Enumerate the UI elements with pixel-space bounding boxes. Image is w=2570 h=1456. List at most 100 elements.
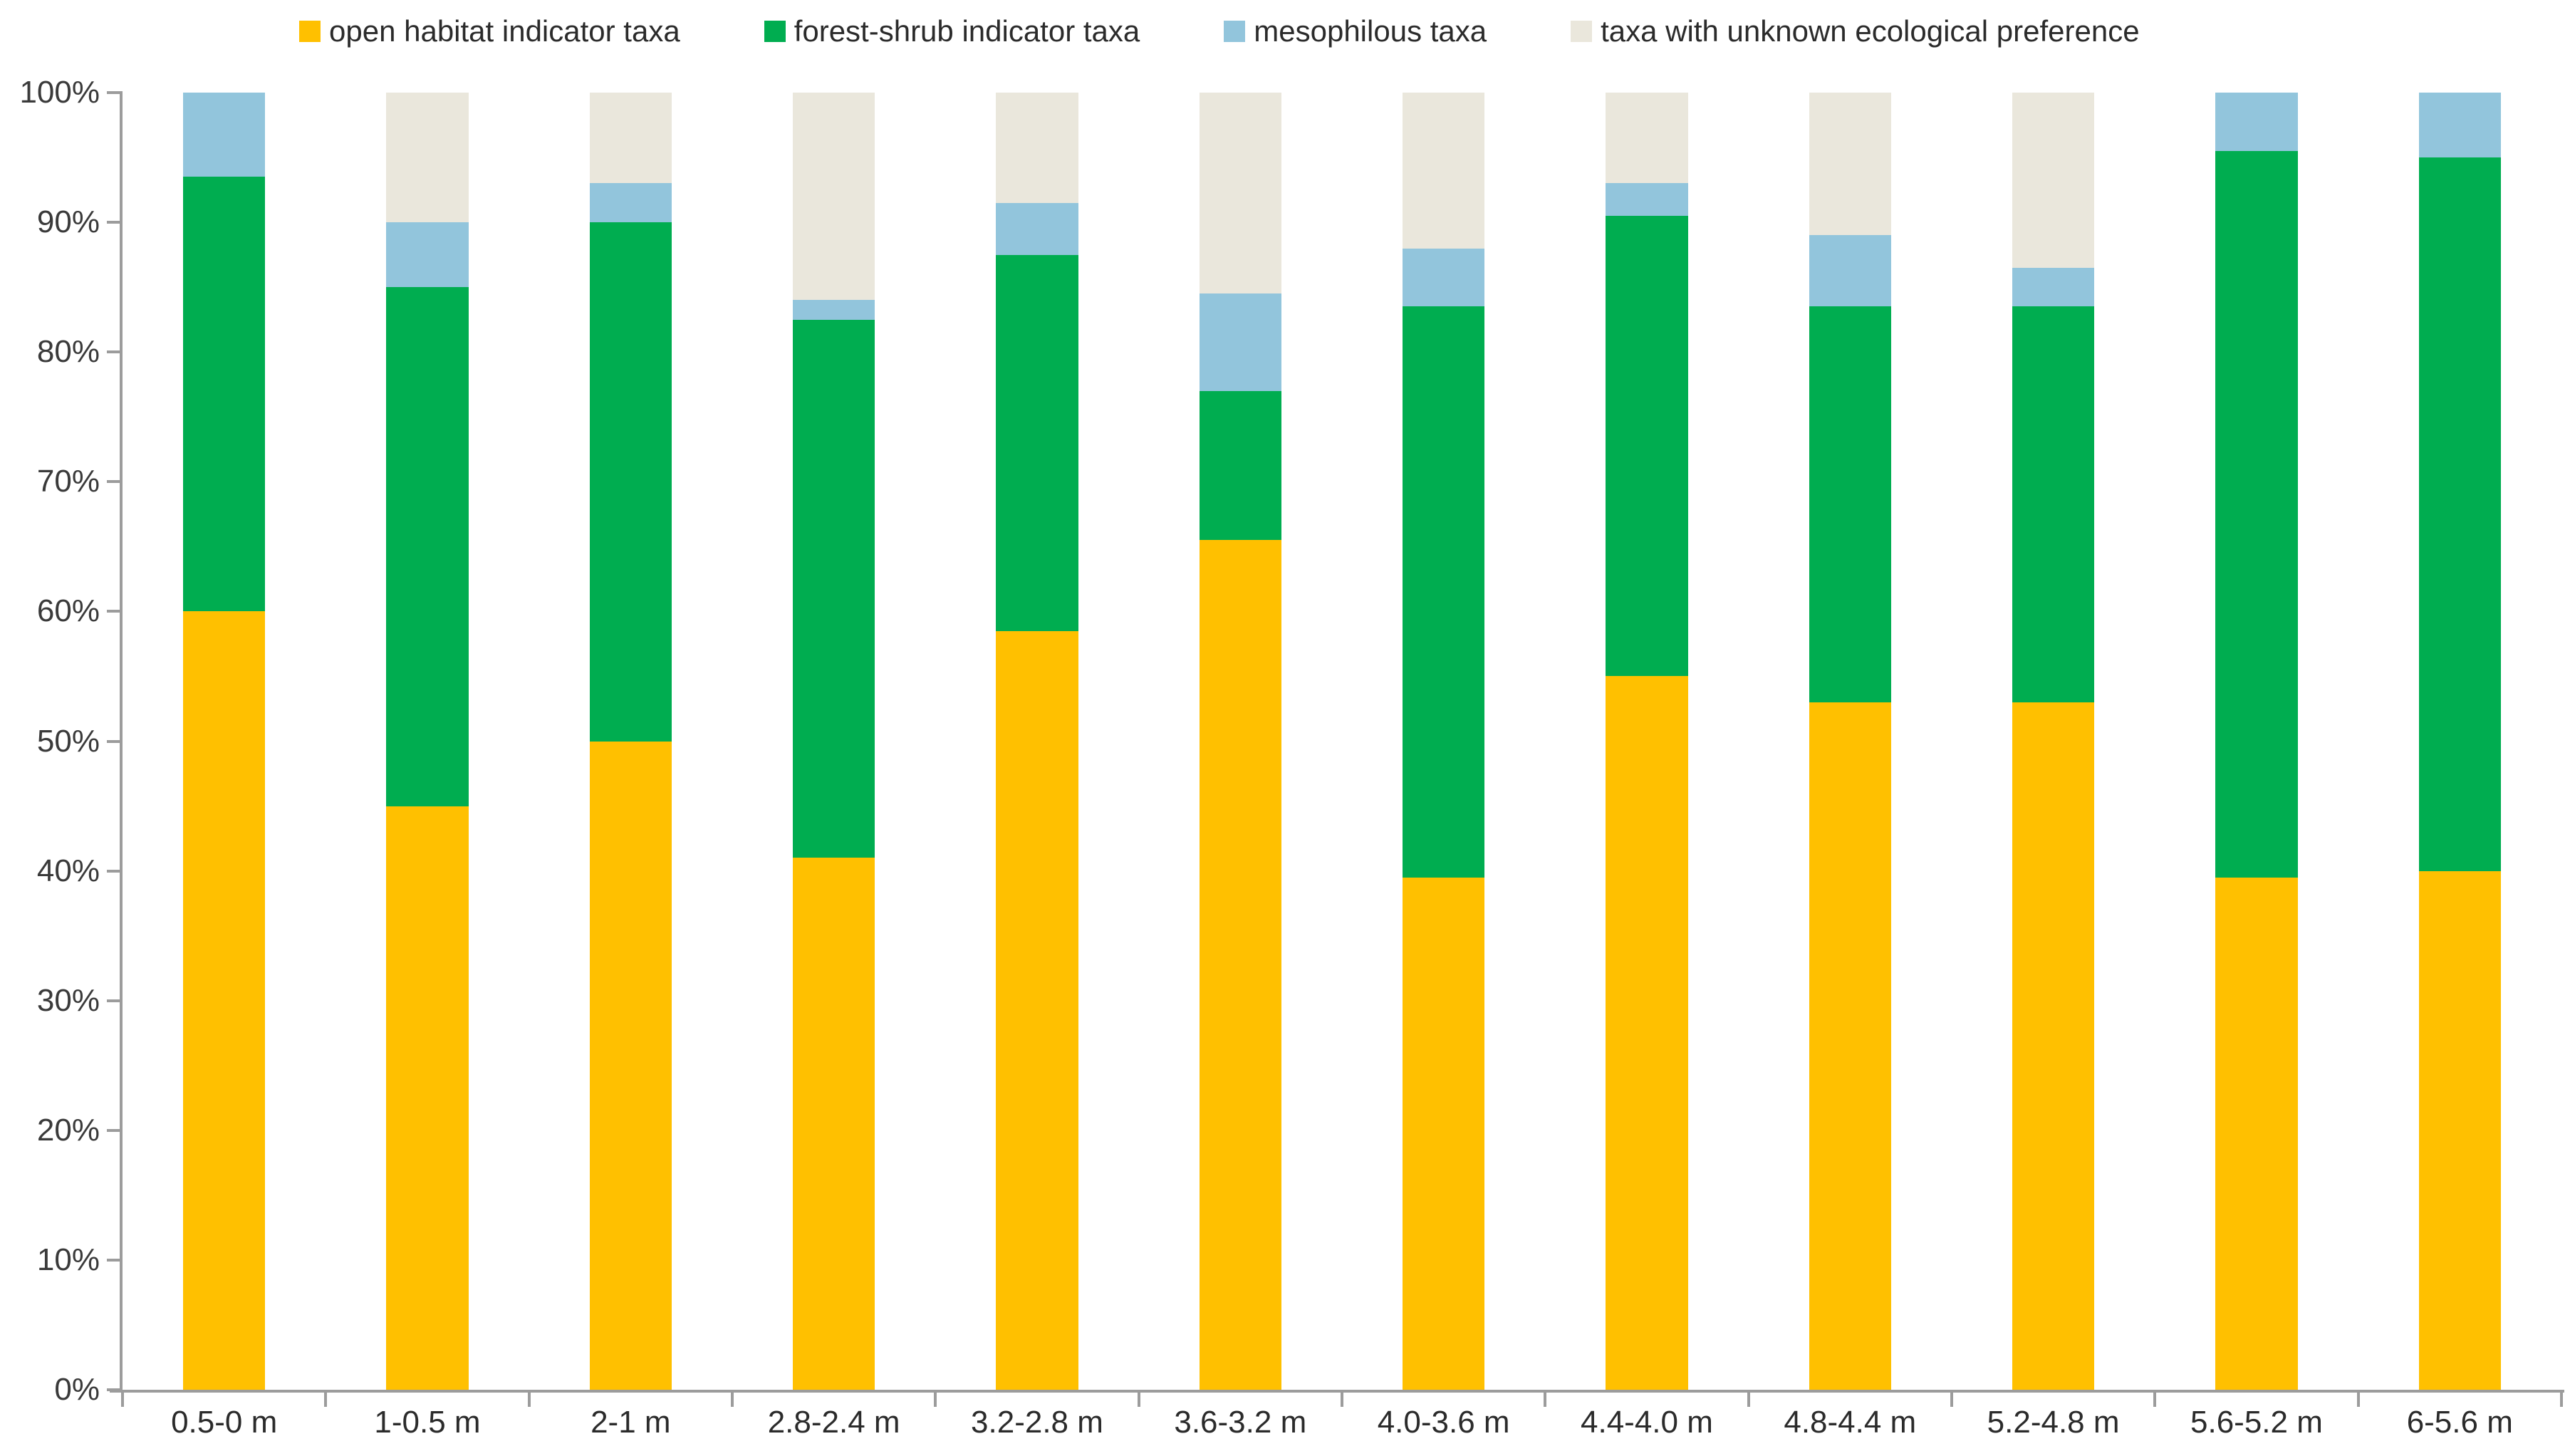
- bar-segment: [589, 741, 672, 1390]
- bar-segment: [2215, 93, 2298, 151]
- bar-segment: [386, 806, 469, 1390]
- y-axis-tick: [107, 91, 123, 94]
- bar-segment: [2215, 150, 2298, 878]
- bar-slot: [1139, 93, 1342, 1390]
- y-axis-tick-label: 90%: [36, 204, 100, 240]
- bar-segment: [1402, 248, 1485, 307]
- bar-slot: [1342, 93, 1545, 1390]
- y-axis-tick-label: 0%: [54, 1372, 100, 1407]
- y-axis-tick-label: 60%: [36, 593, 100, 629]
- bar-slot: [529, 93, 732, 1390]
- bar-segment: [792, 319, 875, 858]
- bar-segment: [1809, 306, 1892, 702]
- x-axis-tick: [324, 1390, 328, 1407]
- x-axis-tick: [934, 1390, 937, 1407]
- x-category-label: 2.8-2.4 m: [767, 1405, 900, 1440]
- stacked-bar: [1199, 93, 1282, 1390]
- bar-segment: [182, 177, 266, 612]
- legend-label: taxa with unknown ecological preference: [1601, 14, 2140, 48]
- legend-label: open habitat indicator taxa: [329, 14, 680, 48]
- x-category-label: 2-1 m: [591, 1405, 671, 1440]
- bar-segment: [1199, 540, 1282, 1390]
- bar-slot: [326, 93, 529, 1390]
- x-axis-tick: [1341, 1390, 1343, 1407]
- bar-segment: [996, 254, 1078, 631]
- bar-segment: [1199, 293, 1282, 391]
- bar-segment: [1402, 877, 1485, 1390]
- legend-label: forest-shrub indicator taxa: [794, 14, 1140, 48]
- legend-item: taxa with unknown ecological preference: [1571, 14, 2140, 48]
- x-axis-tick: [1747, 1390, 1750, 1407]
- bar-segment: [1402, 93, 1485, 249]
- y-axis-tick: [107, 1388, 123, 1391]
- bar-slot: [123, 93, 326, 1390]
- bar-slot: [1952, 93, 2155, 1390]
- y-axis-tick-label: 10%: [36, 1242, 100, 1277]
- legend-swatch-icon: [299, 21, 321, 42]
- stacked-bar: [792, 93, 875, 1390]
- bar-segment: [792, 858, 875, 1390]
- y-axis-tick-label: 80%: [36, 334, 100, 370]
- stacked-bar: [589, 93, 672, 1390]
- bar-segment: [386, 93, 469, 223]
- y-axis-tick: [107, 739, 123, 743]
- bar-slot: [935, 93, 1138, 1390]
- bar-segment: [2418, 157, 2502, 871]
- bar-segment: [1606, 676, 1688, 1390]
- x-axis-tick: [2153, 1390, 2157, 1407]
- bar-segment: [996, 630, 1078, 1390]
- bar-segment: [1606, 183, 1688, 216]
- stacked-bar: [182, 93, 266, 1390]
- x-axis-tick: [121, 1390, 124, 1407]
- bar-slot: [2358, 93, 2561, 1390]
- x-category-label: 4.0-3.6 m: [1377, 1405, 1510, 1440]
- legend-swatch-icon: [1224, 21, 1246, 42]
- x-category-label: 1-0.5 m: [374, 1405, 481, 1440]
- bar-segment: [2418, 93, 2502, 158]
- bar-segment: [386, 287, 469, 806]
- bar-segment: [2418, 870, 2502, 1390]
- bar-segment: [2012, 93, 2095, 268]
- bar-slot: [732, 93, 935, 1390]
- bar-segment: [792, 93, 875, 301]
- y-axis-tick: [107, 480, 123, 484]
- x-category-label: 4.8-4.4 m: [1784, 1405, 1917, 1440]
- legend-swatch-icon: [1571, 21, 1593, 42]
- y-axis-tick-label: 70%: [36, 464, 100, 499]
- bar-segment: [589, 93, 672, 184]
- bar-segment: [1606, 216, 1688, 677]
- bar-segment: [1809, 702, 1892, 1390]
- y-axis-tick-label: 20%: [36, 1112, 100, 1148]
- stacked-bar: [1809, 93, 1892, 1390]
- y-axis-tick: [107, 1258, 123, 1262]
- x-axis-tick: [527, 1390, 531, 1407]
- x-category-label: 5.6-5.2 m: [2190, 1405, 2323, 1440]
- bar-slot: [1545, 93, 1748, 1390]
- stacked-bar: [2215, 93, 2298, 1390]
- y-axis-tick: [107, 221, 123, 224]
- x-axis-tick: [1137, 1390, 1140, 1407]
- x-category-label: 5.2-4.8 m: [1987, 1405, 2120, 1440]
- x-axis-labels: 0.5-0 m 1-0.5 m 2-1 m 2.8-2.4 m 3.2-2.8 m 3.6…: [123, 1405, 2561, 1440]
- bar-segment: [2215, 877, 2298, 1390]
- y-axis-tick-label: 40%: [36, 853, 100, 888]
- legend: open habitat indicator taxa forest-shrub …: [299, 10, 2140, 53]
- bar-segment: [1606, 93, 1688, 184]
- y-axis-tick-label: 100%: [19, 75, 100, 110]
- bar-segment: [996, 202, 1078, 255]
- legend-item: open habitat indicator taxa: [299, 14, 680, 48]
- bar-segment: [996, 93, 1078, 203]
- stacked-bar: [996, 93, 1078, 1390]
- y-axis-tick-label: 30%: [36, 982, 100, 1018]
- bar-slot: [2155, 93, 2358, 1390]
- y-axis-tick: [107, 999, 123, 1002]
- bar-segment: [182, 611, 266, 1390]
- x-category-label: 4.4-4.0 m: [1581, 1405, 1713, 1440]
- bar-segment: [589, 222, 672, 742]
- bar-slot: [1749, 93, 1952, 1390]
- bar-segment: [2012, 306, 2095, 702]
- bar-segment: [1402, 306, 1485, 878]
- legend-swatch-icon: [764, 21, 786, 42]
- legend-item: mesophilous taxa: [1224, 14, 1487, 48]
- legend-label: mesophilous taxa: [1254, 14, 1487, 48]
